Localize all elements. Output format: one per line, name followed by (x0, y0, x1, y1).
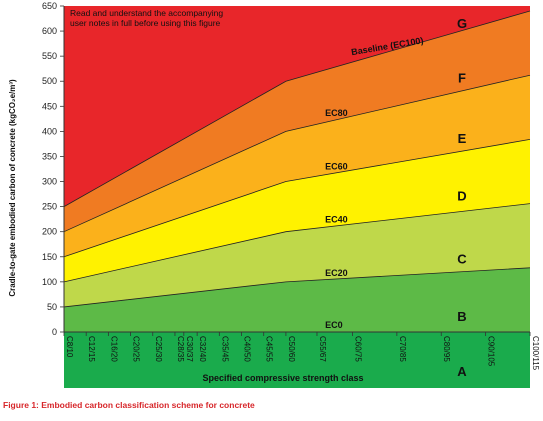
grade-label-F: F (458, 71, 466, 86)
grade-label-B: B (457, 309, 466, 324)
grade-bands (64, 6, 530, 388)
x-tick-label-C28-35: C28/35 (176, 336, 185, 362)
x-tick-label-C40-50: C40/50 (243, 336, 252, 362)
band-F (64, 11, 530, 232)
grade-label-A: A (457, 364, 467, 379)
grade-label-D: D (457, 189, 466, 204)
boundary-label-ec20: EC20 (325, 268, 348, 278)
grade-label-C: C (457, 251, 467, 266)
x-tick-label-C55-67: C55/67 (318, 336, 327, 362)
x-tick-label-C32-40: C32/40 (198, 336, 207, 362)
y-tick-label-200: 200 (42, 227, 57, 237)
y-tick-label-350: 350 (42, 151, 57, 161)
x-tick-label-C25-30: C25/30 (154, 336, 163, 362)
y-tick-label-100: 100 (42, 277, 57, 287)
x-tick-label-C8-10: C8/10 (65, 336, 74, 358)
boundary-label-ec80: EC80 (325, 108, 348, 118)
boundary-label-ec40: EC40 (325, 215, 348, 225)
y-tick-label-600: 600 (42, 26, 57, 36)
boundary-label-ec0: EC0 (325, 320, 343, 330)
x-tick-label-C70-85: C70/85 (398, 336, 407, 362)
x-tick-label-C60-75: C60/75 (353, 336, 362, 362)
y-tick-label-400: 400 (42, 126, 57, 136)
x-tick-label-C90-105: C90/105 (487, 336, 496, 367)
band-C (64, 203, 530, 307)
y-tick-label-450: 450 (42, 101, 57, 111)
x-tick-label-C45-55: C45/55 (265, 336, 274, 362)
y-tick-label-50: 50 (47, 302, 57, 312)
boundary-line-ec40 (63, 203, 531, 283)
x-axis-title: Specified compressive strength class (202, 373, 363, 383)
x-tick-label-C50-60: C50/60 (287, 336, 296, 362)
x-tick-label-C80-95: C80/95 (442, 336, 451, 362)
y-tick-label-550: 550 (42, 51, 57, 61)
x-tick-label-C16-20: C16/20 (109, 336, 118, 362)
x-tick-label-C100-115: C100/115 (531, 336, 540, 371)
band-G (64, 6, 530, 207)
y-tick-label-300: 300 (42, 177, 57, 187)
note-line-1: Read and understand the accompanying (70, 8, 223, 18)
band-A (64, 332, 530, 388)
figure-caption: Figure 1: Embodied carbon classification… (3, 400, 255, 410)
x-tick-label-C12-15: C12/15 (87, 336, 96, 362)
boundary-label-ec60: EC60 (325, 161, 348, 171)
boundary-line-ec80 (63, 74, 531, 233)
x-tick-label-C35-45: C35/45 (220, 336, 229, 362)
y-tick-label-500: 500 (42, 76, 57, 86)
grade-label-G: G (457, 16, 467, 31)
y-tick-label-650: 650 (42, 1, 57, 11)
y-tick-label-150: 150 (42, 252, 57, 262)
note-line-2: user notes in full before using this fig… (70, 18, 221, 28)
band-B (64, 267, 530, 332)
boundary-line-baseline-ec100 (63, 10, 531, 207)
y-tick-label-0: 0 (52, 327, 57, 337)
boundary-line-ec20 (63, 267, 531, 308)
grade-label-E: E (458, 131, 467, 146)
x-tick-label-C20-25: C20/25 (132, 336, 141, 362)
y-tick-label-250: 250 (42, 202, 57, 212)
y-axis-title: Cradle-to-gate embodied carbon of concre… (8, 79, 17, 297)
x-tick-label-C30-37: C30/37 (185, 336, 194, 362)
boundary-line-ec60 (63, 139, 531, 258)
axes: 0 50 100 150 200 250 300 350 400 450 500 550 600 650 C… (42, 1, 540, 371)
band-E (64, 75, 530, 257)
band-D (64, 139, 530, 282)
